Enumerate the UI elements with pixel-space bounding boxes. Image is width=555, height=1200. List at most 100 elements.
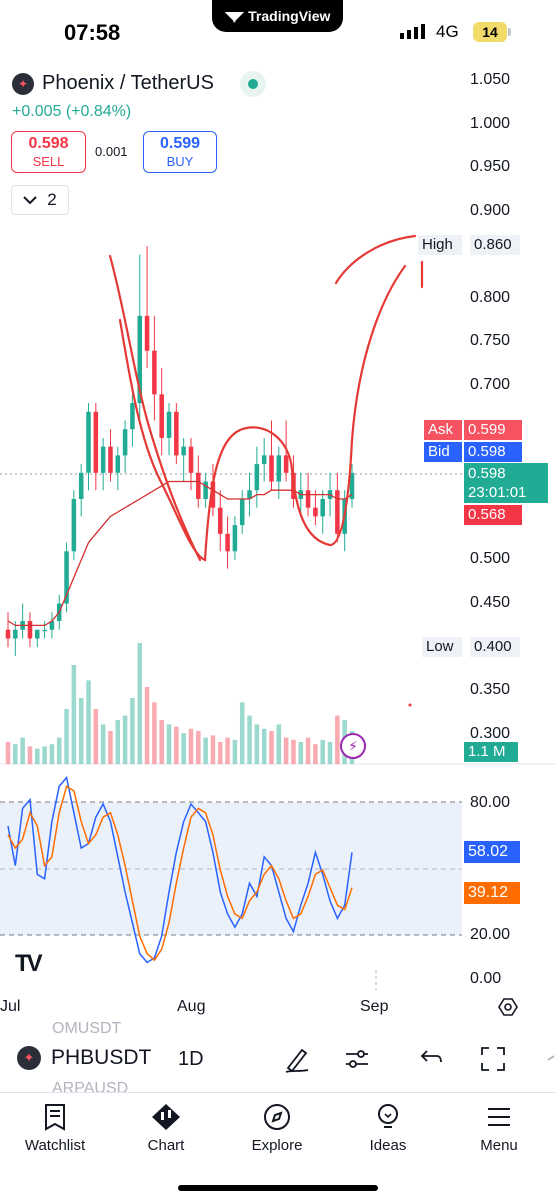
candle [5, 612, 11, 648]
nav-chart-label: Chart [147, 1137, 185, 1154]
drawing-arc-top [334, 234, 417, 285]
volume-bar [137, 643, 143, 764]
candle [115, 446, 121, 491]
toolbar-symbol-button[interactable]: ✦ PHBUSDT [17, 1046, 151, 1070]
candle [313, 490, 318, 526]
candle [35, 629, 40, 648]
volume-bar [298, 742, 304, 764]
candle [181, 437, 186, 482]
price-axis-label: 0.300 [470, 725, 511, 742]
indicators-count: 2 [47, 190, 57, 209]
candle [349, 464, 355, 508]
price-axis-label: 0.900 [470, 202, 511, 219]
volume-bar [78, 698, 84, 764]
price-chart[interactable] [0, 60, 555, 1030]
bid-label: Bid [424, 442, 462, 462]
tradingview-logo-icon: ◥◤ [224, 7, 244, 24]
volume-bar [254, 724, 260, 764]
spread-value: 0.001 [95, 144, 128, 159]
volume-bar [247, 715, 252, 764]
chart-settings-icon[interactable] [498, 997, 518, 1017]
market-open-icon [240, 71, 266, 97]
high-value: 0.860 [470, 235, 520, 255]
nav-menu[interactable]: Menu [444, 1103, 554, 1154]
candles [5, 246, 355, 656]
candle [232, 516, 238, 560]
candle [320, 490, 325, 534]
symbol-header[interactable]: ✦ Phoenix / TetherUS [12, 72, 214, 95]
volume-bar [181, 733, 186, 764]
ask-value: 0.599 [464, 420, 522, 440]
battery-tip [508, 28, 511, 36]
osc-axis-label: 20.00 [470, 926, 511, 943]
price-axis-label: 0.700 [470, 376, 511, 393]
candle [225, 516, 230, 569]
sell-price: 0.598 [28, 135, 69, 152]
volume-bar [93, 709, 99, 764]
candle [254, 446, 260, 508]
stoch-d-line [7, 785, 353, 962]
low-label: Low [422, 637, 462, 657]
bottom-navigation: Watchlist Chart Explore Ideas Menu [0, 1092, 555, 1200]
candle [49, 612, 55, 639]
chevron-down-icon [23, 196, 37, 205]
high-label: High [418, 235, 462, 255]
phoenix-logo-icon: ✦ [17, 1046, 41, 1070]
more-tools-icon[interactable] [540, 1044, 555, 1074]
drawing-line-down [108, 254, 202, 562]
candle [78, 464, 84, 517]
interval-button[interactable]: 1D [178, 1048, 204, 1070]
volume-bar [130, 698, 135, 764]
volume-bar [225, 737, 230, 764]
candle [188, 437, 194, 491]
chart-icon [152, 1104, 180, 1130]
volume-bar [239, 702, 245, 764]
nav-ideas[interactable]: Ideas [333, 1103, 443, 1154]
price-axis-label: 0.350 [470, 681, 511, 698]
undo-icon[interactable] [415, 1044, 445, 1074]
volume-bar [152, 702, 157, 764]
volume-bar [305, 737, 311, 764]
candle [100, 437, 106, 491]
volume-bar [122, 715, 128, 764]
nav-explore[interactable]: Explore [222, 1103, 332, 1154]
price-axis-label: 0.950 [470, 158, 511, 175]
bar-countdown: 23:01:01 [468, 484, 527, 501]
volume-bar [27, 746, 33, 764]
drawing-tool-icon[interactable] [282, 1044, 312, 1074]
price-axis-label: 0.750 [470, 332, 511, 349]
volume-bar [5, 742, 11, 764]
watchlist-icon [45, 1104, 65, 1131]
buy-button[interactable]: 0.599 BUY [143, 131, 217, 173]
volume-bar [35, 748, 40, 764]
indicators-toggle-button[interactable]: 2 [11, 185, 69, 215]
battery-icon: 14 [473, 22, 507, 42]
candle [93, 403, 99, 491]
nav-watchlist[interactable]: Watchlist [0, 1103, 110, 1154]
toolbar-symbol: PHBUSDT [51, 1046, 152, 1069]
drawing-rounded-bottom [118, 264, 407, 562]
volume-bar [327, 742, 333, 764]
volume-bar [159, 720, 164, 764]
osc-axis-label: 80.00 [470, 794, 511, 811]
time-axis-label: Sep [360, 998, 389, 1015]
candle [122, 420, 128, 473]
volume-bar [13, 744, 18, 764]
nav-watchlist-label: Watchlist [24, 1137, 86, 1154]
volume-bar [115, 720, 121, 764]
ask-label: Ask [424, 420, 462, 440]
network-type: 4G [436, 22, 459, 41]
volume-bar [335, 715, 340, 764]
compass-icon [264, 1104, 290, 1130]
volume-bar [64, 709, 69, 764]
sell-button[interactable]: 0.598 SELL [11, 131, 86, 173]
volume-bars [5, 643, 355, 764]
volume-bar [217, 742, 223, 764]
nav-chart[interactable]: Chart [111, 1103, 221, 1154]
stoch-k-line [7, 775, 353, 964]
lightning-icon[interactable]: ⚡ [340, 733, 366, 759]
indicators-icon[interactable] [342, 1044, 372, 1074]
volume-bar [49, 744, 55, 764]
candle [108, 429, 113, 482]
fullscreen-icon[interactable] [478, 1044, 508, 1074]
